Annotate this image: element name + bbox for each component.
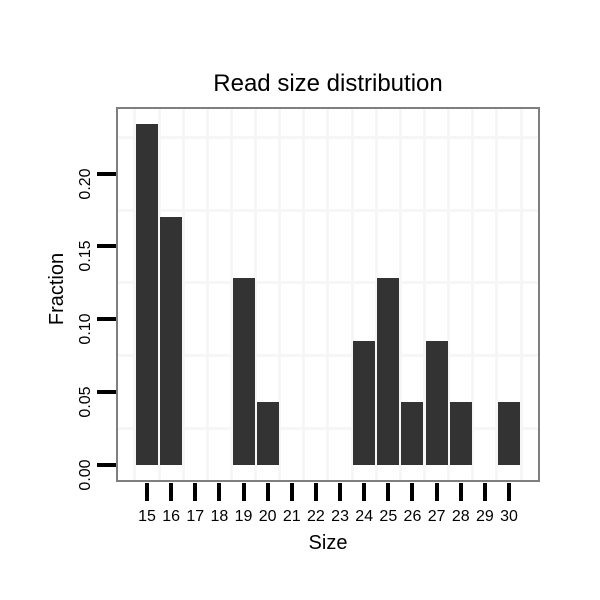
x-tick-label: 30 (500, 508, 518, 525)
y-axis-tick (97, 462, 116, 467)
bar-size-25 (377, 278, 400, 465)
x-axis-tick (386, 483, 391, 501)
bar-size-26 (401, 402, 424, 465)
gridline-vertical (423, 109, 427, 480)
gridline-vertical (447, 109, 451, 480)
y-axis-tick (97, 171, 116, 176)
bar-size-30 (497, 402, 520, 465)
x-axis-tick (241, 483, 246, 501)
bar-size-19 (232, 278, 255, 465)
x-axis-tick (482, 483, 487, 501)
gridline-vertical (326, 109, 330, 480)
y-tick-label: 0.05 (77, 386, 94, 418)
y-tick-label: 0.10 (77, 313, 94, 345)
bar-size-16 (160, 217, 183, 465)
gridline-vertical (205, 109, 209, 480)
x-tick-label: 28 (451, 508, 470, 525)
bar-size-20 (256, 402, 279, 465)
gridline-vertical (350, 109, 354, 480)
gridline-vertical (302, 109, 306, 480)
gridline-vertical (398, 109, 402, 480)
x-axis-tick (289, 483, 294, 501)
x-tick-label: 24 (355, 508, 374, 525)
x-tick-label: 17 (186, 508, 205, 525)
y-axis-tick (97, 244, 116, 249)
gridline-vertical (471, 109, 475, 480)
gridline-vertical (181, 109, 185, 480)
x-axis-tick (362, 483, 367, 501)
gridline-vertical (495, 109, 499, 480)
x-tick-label: 15 (138, 508, 156, 525)
plot-panel (116, 107, 540, 482)
gridline-vertical (157, 109, 161, 480)
x-axis-tick (458, 483, 463, 501)
x-tick-label: 23 (331, 508, 349, 525)
bar-size-24 (353, 341, 376, 465)
x-axis-tick (169, 483, 174, 501)
y-tick-label: 0.20 (77, 168, 94, 200)
y-tick-label: 0.15 (77, 240, 94, 272)
x-axis-tick (434, 483, 439, 501)
x-axis-tick (193, 483, 198, 501)
x-tick-label: 20 (258, 508, 277, 525)
x-tick-label: 22 (307, 508, 325, 525)
bar-size-28 (449, 402, 472, 465)
gridline-vertical (229, 109, 233, 480)
x-tick-label: 25 (379, 508, 398, 525)
y-axis-tick (97, 317, 116, 322)
x-tick-label: 21 (282, 508, 301, 525)
x-axis-tick (506, 483, 511, 501)
y-axis-title: Fraction (46, 252, 68, 326)
chart-title: Read size distribution (213, 70, 443, 97)
x-axis-tick (265, 483, 270, 501)
x-tick-label: 27 (427, 508, 446, 525)
x-tick-label: 16 (162, 508, 181, 525)
bar-size-15 (136, 124, 158, 465)
x-axis-title: Size (308, 532, 348, 554)
gridline-vertical (278, 109, 282, 480)
x-axis-tick (338, 483, 343, 501)
x-axis-tick (145, 483, 149, 501)
x-axis-tick (410, 483, 415, 501)
gridline-vertical (133, 109, 137, 480)
y-tick-label: 0.00 (77, 459, 94, 491)
bar-size-27 (425, 341, 448, 465)
x-tick-label: 26 (403, 508, 422, 525)
gridline-vertical (374, 109, 378, 480)
x-axis-tick (217, 483, 222, 501)
x-axis-tick (313, 483, 318, 501)
y-axis-tick (97, 390, 116, 395)
x-tick-label: 18 (210, 508, 229, 525)
gridline-vertical (254, 109, 258, 480)
x-tick-label: 29 (475, 508, 494, 525)
gridline-vertical (519, 109, 523, 480)
x-tick-label: 19 (234, 508, 253, 525)
